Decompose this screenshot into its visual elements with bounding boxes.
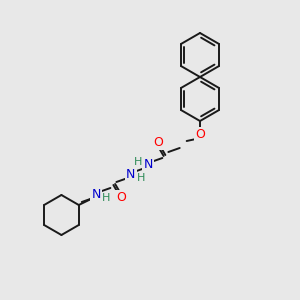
Text: H: H (102, 193, 110, 203)
Text: O: O (153, 136, 163, 148)
Text: H: H (134, 157, 142, 167)
Text: N: N (92, 188, 101, 202)
Text: H: H (137, 173, 145, 183)
Text: N: N (143, 158, 153, 172)
Text: O: O (195, 128, 205, 142)
Text: N: N (126, 169, 135, 182)
Text: O: O (116, 191, 126, 205)
